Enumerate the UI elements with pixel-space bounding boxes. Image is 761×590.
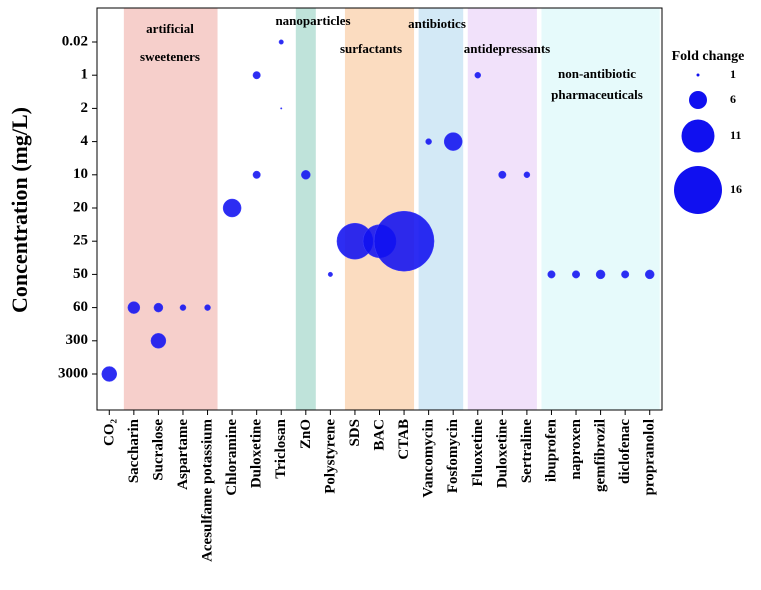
x-tick-label: Polystyrene [322, 419, 338, 494]
bubble [498, 170, 507, 179]
x-tick-label: CTAB [396, 419, 412, 460]
y-axis-label: Concentration (mg/L) [7, 107, 32, 313]
x-tick-label: Saccharin [126, 418, 142, 483]
x-tick-label: BAC [372, 419, 388, 451]
y-tick-label: 3000 [58, 365, 88, 381]
x-tick-label: Chloramine [224, 419, 240, 496]
x-tick-label: Fluoxetine [470, 419, 486, 487]
bubble [425, 138, 432, 145]
y-tick-label: 300 [66, 332, 89, 348]
legend-bubble [681, 119, 715, 153]
x-tick-label: Sucralose [150, 419, 166, 481]
x-tick-label: Acesulfame potassium [200, 419, 216, 562]
bubble [443, 132, 463, 151]
group-label: non-antibiotic [558, 66, 636, 81]
x-tick-label: Aspartame [175, 419, 191, 490]
x-tick-label: Fosfomycin [445, 418, 461, 493]
group-band [467, 8, 537, 410]
y-tick-label: 1 [81, 67, 89, 83]
bubble [572, 270, 581, 279]
group-band [418, 8, 464, 410]
x-tick-label: Vancomycin [421, 418, 437, 497]
y-tick-label: 10 [73, 166, 88, 182]
legend-bubble [674, 166, 722, 214]
bubble [252, 71, 261, 80]
group-label: pharmaceuticals [551, 87, 643, 102]
bubble [101, 366, 118, 382]
x-tick-label: Duloxetine [249, 419, 265, 489]
group-band [541, 8, 660, 410]
y-tick-label: 4 [81, 133, 89, 149]
x-tick-label: Duloxetine [494, 419, 510, 489]
x-tick-label: propranolol [642, 419, 658, 495]
group-band [344, 8, 415, 410]
y-tick-label: 50 [73, 266, 88, 282]
legend-label: 6 [730, 92, 736, 106]
group-label: sweeteners [140, 49, 200, 64]
y-tick-label: 60 [73, 299, 88, 315]
y-tick-label: 25 [73, 233, 88, 249]
bubble [523, 171, 531, 179]
bubble [373, 210, 435, 272]
bubble [222, 198, 242, 218]
x-tick-label: gemfibrozil [593, 419, 609, 492]
bubble [644, 269, 655, 280]
y-tick-label: 0.02 [62, 33, 88, 49]
legend-label: 16 [730, 182, 742, 196]
x-tick-label: Triclosan [273, 418, 289, 478]
bubble [204, 304, 211, 311]
legend-label: 1 [730, 67, 736, 81]
x-tick-label: diclofenac [617, 419, 633, 484]
x-tick-label: ZnO [298, 419, 314, 449]
group-band [123, 8, 218, 410]
bubble [127, 301, 141, 314]
group-band [295, 8, 316, 410]
bubble [621, 270, 630, 279]
bubble [301, 170, 311, 180]
bubble [153, 302, 164, 313]
y-tick-label: 20 [73, 199, 88, 215]
bubble [327, 271, 333, 277]
bubble [278, 39, 284, 45]
legend-bubble [696, 73, 700, 77]
bubble [179, 304, 187, 311]
group-label: artificial [146, 21, 194, 36]
bubble [280, 107, 283, 110]
x-tick-label: SDS [347, 419, 363, 447]
group-label: nanoparticles [275, 13, 350, 28]
bubble [595, 269, 606, 280]
x-tick-label: Sertraline [519, 419, 535, 483]
group-label: antibiotics [408, 16, 466, 31]
x-tick-label: naproxen [568, 418, 584, 479]
bubble [474, 71, 482, 79]
y-tick-label: 2 [81, 100, 89, 116]
legend-title: Fold change [672, 49, 745, 64]
group-label: surfactants [340, 41, 402, 56]
group-label: antidepressants [464, 41, 550, 56]
bubble [547, 270, 556, 279]
x-tick-label: ibuprofen [543, 418, 559, 482]
bubble [150, 333, 167, 349]
legend-label: 11 [730, 128, 741, 142]
bubble [252, 170, 261, 179]
legend-bubble [689, 91, 707, 109]
x-tick-label: CO₂ [101, 419, 117, 447]
